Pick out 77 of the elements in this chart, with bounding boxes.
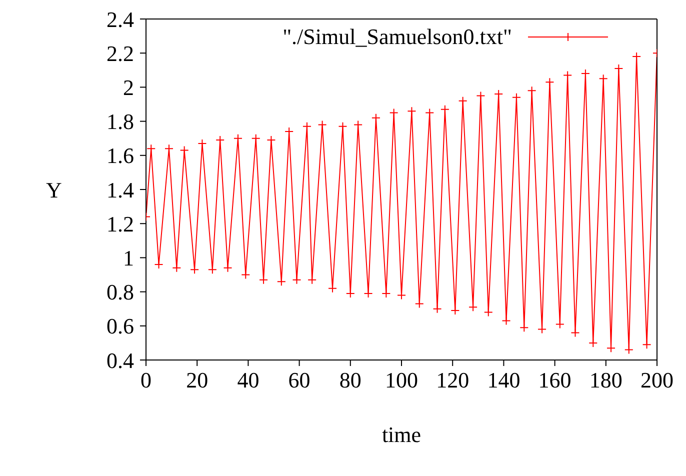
point — [172, 263, 182, 272]
point — [614, 64, 624, 73]
point — [555, 320, 564, 329]
y-tick-label: 2.4 — [106, 6, 134, 32]
point — [251, 134, 260, 143]
point — [425, 108, 434, 118]
x-tick-label: 120 — [436, 368, 470, 393]
point — [266, 136, 276, 145]
point — [364, 289, 373, 298]
point — [642, 340, 652, 350]
y-tick-label: 1.8 — [106, 109, 134, 134]
point — [468, 302, 478, 312]
point — [154, 260, 164, 270]
point — [276, 277, 286, 286]
point — [223, 263, 232, 272]
point — [527, 86, 536, 96]
x-tick-label: 0 — [140, 368, 152, 393]
x-tick-label: 80 — [339, 368, 362, 393]
point — [216, 136, 225, 145]
x-tick-label: 40 — [237, 368, 260, 393]
point — [208, 265, 217, 274]
point — [146, 144, 156, 154]
y-tick-label: 0.8 — [106, 280, 134, 305]
y-tick-label: 1.4 — [106, 177, 134, 202]
point — [292, 275, 302, 284]
point — [414, 299, 424, 308]
point — [476, 91, 486, 100]
point — [190, 265, 200, 274]
point — [308, 275, 317, 284]
point — [484, 308, 493, 317]
point — [338, 122, 348, 131]
point — [570, 328, 580, 338]
point — [432, 304, 442, 314]
point — [371, 113, 380, 122]
point — [440, 104, 450, 114]
point — [458, 96, 468, 106]
point — [588, 338, 598, 348]
point — [512, 92, 521, 102]
point — [180, 146, 189, 155]
y-axis-title: Y — [46, 177, 62, 202]
point — [538, 324, 547, 334]
point — [624, 345, 634, 354]
point — [632, 52, 642, 62]
x-axis-title: time — [382, 422, 422, 447]
point — [545, 78, 554, 87]
x-tick-label: 100 — [385, 368, 418, 393]
y-tick-label: 1.6 — [106, 143, 134, 168]
point — [354, 120, 363, 130]
x-tick-label: 60 — [288, 368, 310, 393]
x-tick-label: 140 — [487, 368, 520, 393]
point — [580, 69, 590, 78]
point — [241, 270, 250, 280]
point — [502, 316, 511, 326]
point — [346, 289, 355, 298]
y-tick-label: 1 — [123, 246, 134, 271]
x-tick-label: 20 — [186, 368, 208, 393]
y-tick-label: 0.4 — [106, 348, 134, 373]
point — [598, 74, 608, 84]
point — [494, 90, 504, 99]
legend-label: "./Simul_Samuelson0.txt" — [282, 24, 512, 50]
point — [382, 289, 391, 298]
point — [302, 122, 312, 131]
point — [407, 106, 416, 116]
point — [318, 120, 327, 130]
y-tick-label: 1.2 — [106, 211, 134, 236]
point — [520, 323, 529, 332]
x-tick-label: 200 — [640, 368, 674, 393]
y-tick-label: 2 — [123, 75, 134, 100]
point — [389, 108, 398, 118]
point — [563, 70, 572, 80]
y-tick-label: 2.2 — [106, 40, 134, 66]
point — [450, 306, 460, 316]
x-tick-label: 160 — [538, 368, 572, 393]
x-tick-label: 180 — [589, 368, 622, 393]
point — [259, 275, 268, 284]
point — [284, 127, 294, 136]
y-tick-label: 0.6 — [106, 314, 134, 339]
